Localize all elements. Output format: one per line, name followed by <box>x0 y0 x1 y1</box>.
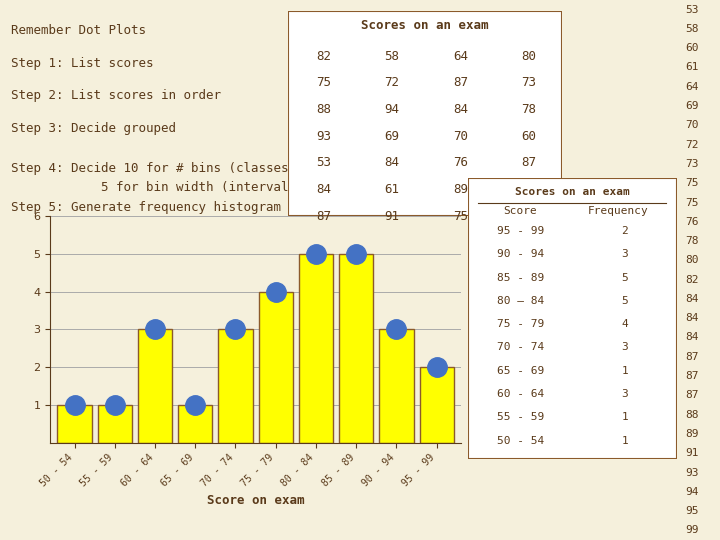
Text: 89: 89 <box>453 183 468 196</box>
Text: 87: 87 <box>685 390 698 400</box>
Text: Scores on an exam: Scores on an exam <box>515 187 630 197</box>
Text: 70: 70 <box>685 120 698 130</box>
Text: 89: 89 <box>685 429 698 439</box>
Text: 78: 78 <box>521 103 536 116</box>
Text: 87: 87 <box>453 77 468 90</box>
X-axis label: Score on exam: Score on exam <box>207 494 305 507</box>
Text: 88: 88 <box>316 103 331 116</box>
Text: 84: 84 <box>453 103 468 116</box>
Text: 3: 3 <box>621 389 628 399</box>
Text: Frequency: Frequency <box>588 206 649 217</box>
Text: 75 - 79: 75 - 79 <box>497 319 544 329</box>
Text: 5: 5 <box>621 296 628 306</box>
Text: Step 1: List scores: Step 1: List scores <box>12 57 153 70</box>
Text: 84: 84 <box>316 183 331 196</box>
Text: 4: 4 <box>621 319 628 329</box>
Text: 60: 60 <box>685 43 698 53</box>
Text: Step 4: Decide 10 for # bins (classes)
            5 for bin width (interval siz: Step 4: Decide 10 for # bins (classes) 5… <box>12 163 333 194</box>
Text: 95 - 99: 95 - 99 <box>497 226 544 236</box>
Text: 75: 75 <box>685 178 698 188</box>
Text: Step 5: Generate frequency histogram: Step 5: Generate frequency histogram <box>12 201 282 214</box>
Text: 84: 84 <box>384 157 400 170</box>
Text: 84: 84 <box>685 294 698 304</box>
Text: 58: 58 <box>685 24 698 34</box>
Text: 70: 70 <box>453 130 468 143</box>
Text: Step 3: Decide grouped: Step 3: Decide grouped <box>12 122 176 134</box>
Text: 5: 5 <box>621 273 628 282</box>
Text: 91: 91 <box>384 210 400 223</box>
Text: 53: 53 <box>685 5 698 15</box>
Text: 80 – 84: 80 – 84 <box>497 296 544 306</box>
Text: 72: 72 <box>384 77 400 90</box>
Bar <box>138 329 172 443</box>
Text: 50 - 54: 50 - 54 <box>497 436 544 446</box>
Text: 76: 76 <box>685 217 698 227</box>
Text: 53: 53 <box>316 157 331 170</box>
Text: 94: 94 <box>685 487 698 497</box>
Text: 3: 3 <box>621 249 628 259</box>
Text: 85 - 89: 85 - 89 <box>497 273 544 282</box>
Text: 72: 72 <box>685 140 698 150</box>
Text: 99: 99 <box>521 210 536 223</box>
Text: 80: 80 <box>685 255 698 265</box>
Text: 95: 95 <box>685 506 698 516</box>
Bar <box>299 254 333 443</box>
Text: 64: 64 <box>685 82 698 92</box>
Text: 3: 3 <box>621 342 628 353</box>
Text: 75: 75 <box>316 77 331 90</box>
Text: 1: 1 <box>621 413 628 422</box>
Text: 61: 61 <box>384 183 400 196</box>
Text: 84: 84 <box>685 333 698 342</box>
FancyBboxPatch shape <box>468 178 677 459</box>
Text: 91: 91 <box>685 448 698 458</box>
Text: 1: 1 <box>621 436 628 446</box>
Text: 99: 99 <box>685 525 698 535</box>
Text: 75: 75 <box>685 198 698 207</box>
Text: 95: 95 <box>521 183 536 196</box>
Bar <box>420 367 454 443</box>
Text: 82: 82 <box>685 275 698 285</box>
Text: 82: 82 <box>316 50 331 63</box>
Text: 75: 75 <box>453 210 468 223</box>
Text: 69: 69 <box>384 130 400 143</box>
Text: 93: 93 <box>685 468 698 477</box>
Text: 76: 76 <box>453 157 468 170</box>
Bar <box>339 254 373 443</box>
Text: Scores on an exam: Scores on an exam <box>361 19 489 32</box>
Text: 1: 1 <box>621 366 628 376</box>
Text: 87: 87 <box>685 352 698 362</box>
Text: 80: 80 <box>521 50 536 63</box>
Bar <box>98 405 132 443</box>
Text: Score: Score <box>503 206 537 217</box>
Bar <box>178 405 212 443</box>
Text: Remember Dot Plots: Remember Dot Plots <box>12 24 146 37</box>
Text: 55 - 59: 55 - 59 <box>497 413 544 422</box>
Text: 94: 94 <box>384 103 400 116</box>
Text: 61: 61 <box>685 63 698 72</box>
Bar <box>258 292 293 443</box>
Text: 84: 84 <box>685 313 698 323</box>
Bar <box>218 329 253 443</box>
FancyBboxPatch shape <box>288 11 562 216</box>
Text: 78: 78 <box>685 236 698 246</box>
Text: 87: 87 <box>685 371 698 381</box>
Text: 90 - 94: 90 - 94 <box>497 249 544 259</box>
Text: 73: 73 <box>685 159 698 169</box>
Text: 64: 64 <box>453 50 468 63</box>
Text: 58: 58 <box>384 50 400 63</box>
Text: 60 - 64: 60 - 64 <box>497 389 544 399</box>
Bar <box>379 329 413 443</box>
Text: 73: 73 <box>521 77 536 90</box>
Text: 88: 88 <box>685 410 698 420</box>
Text: 60: 60 <box>521 130 536 143</box>
Text: 65 - 69: 65 - 69 <box>497 366 544 376</box>
Text: 93: 93 <box>316 130 331 143</box>
Text: 87: 87 <box>521 157 536 170</box>
Text: 87: 87 <box>316 210 331 223</box>
Text: 2: 2 <box>621 226 628 236</box>
Text: 70 - 74: 70 - 74 <box>497 342 544 353</box>
Text: 69: 69 <box>685 101 698 111</box>
Bar <box>58 405 91 443</box>
Text: Step 2: List scores in order: Step 2: List scores in order <box>12 89 221 102</box>
